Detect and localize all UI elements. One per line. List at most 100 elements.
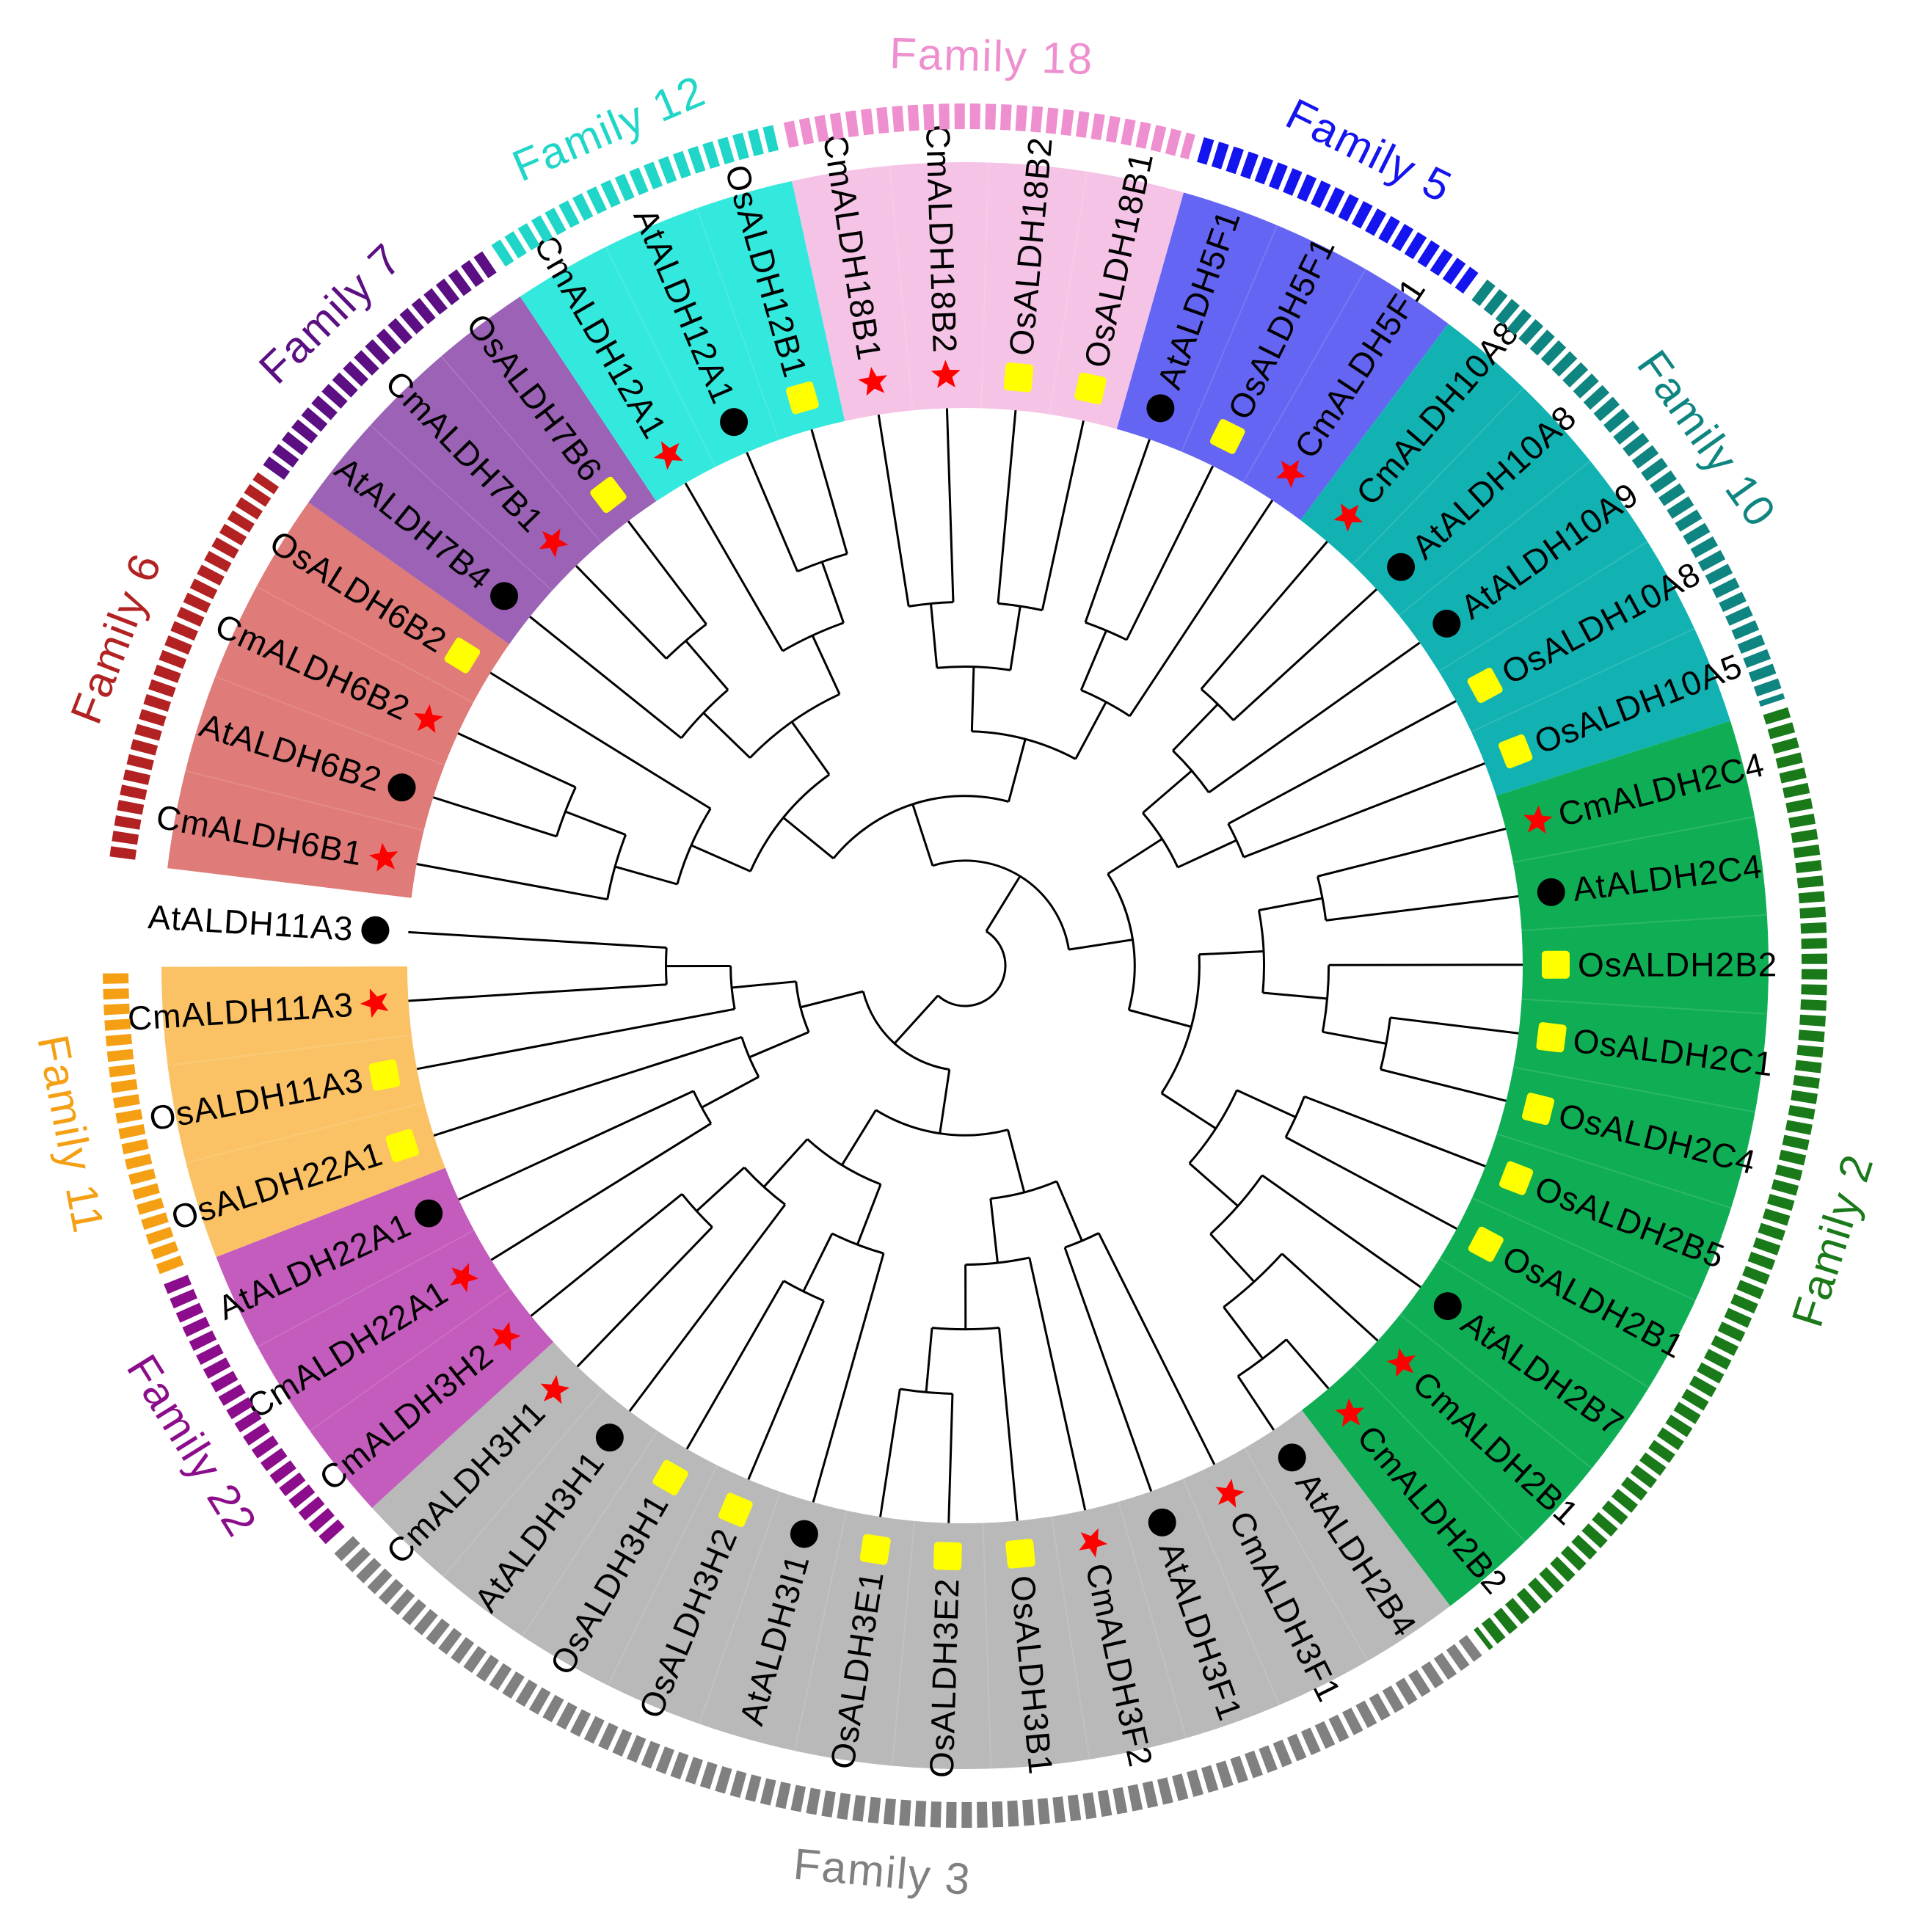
- branch: [841, 1109, 877, 1166]
- branch: [877, 414, 910, 607]
- branch: [701, 1076, 760, 1109]
- family-ring: [109, 472, 280, 860]
- family-ring: [1197, 137, 1480, 295]
- family-label: Family 11: [28, 1031, 114, 1237]
- family-ring: [491, 124, 781, 267]
- branch: [1107, 838, 1163, 875]
- branch-arc: [972, 730, 1077, 760]
- branch: [997, 409, 1017, 604]
- branch: [1232, 588, 1377, 721]
- species-marker: [1333, 503, 1363, 532]
- branch: [1079, 630, 1107, 691]
- branch: [1097, 1232, 1216, 1465]
- sector-divider: [369, 424, 553, 591]
- family-sector: [1301, 721, 1769, 1606]
- sector-divider: [256, 586, 474, 704]
- family-label: Family 18: [889, 29, 1094, 84]
- species-marker: [1278, 1443, 1306, 1472]
- family-sectors: [161, 161, 1769, 1770]
- sector-divider: [1471, 627, 1695, 733]
- branch: [685, 640, 729, 691]
- family-sector: [371, 1341, 1451, 1770]
- branch: [997, 1327, 1019, 1521]
- branch: [1161, 1092, 1217, 1130]
- branch: [628, 1203, 787, 1412]
- family-rings: [103, 103, 1827, 1828]
- sector-divider: [1242, 269, 1366, 483]
- branch: [1142, 770, 1193, 814]
- branch: [1281, 1253, 1379, 1342]
- branch: [702, 712, 751, 759]
- family-sector: [167, 502, 510, 898]
- family-label: Family 22: [117, 1346, 267, 1546]
- branch: [810, 429, 848, 555]
- family-ring: [1474, 707, 1827, 1650]
- branch: [416, 1007, 735, 1071]
- family-label: Family 3: [792, 1840, 974, 1905]
- sector-divider: [1438, 541, 1648, 672]
- branch: [911, 803, 934, 867]
- branch: [930, 603, 939, 668]
- species-marker: [1522, 1093, 1554, 1126]
- branch: [685, 1280, 785, 1450]
- branch: [790, 721, 831, 776]
- branch: [1259, 897, 1323, 911]
- sector-divider: [889, 165, 914, 411]
- species-marker: [790, 1520, 818, 1548]
- branch: [1390, 1016, 1519, 1035]
- branch: [939, 1069, 951, 1134]
- species-marker: [1148, 1508, 1176, 1537]
- sector-divider: [1244, 1448, 1369, 1661]
- branch: [1380, 1068, 1507, 1102]
- branch: [1074, 701, 1107, 760]
- species-marker: [786, 381, 819, 415]
- branch: [416, 863, 608, 901]
- species-marker: [414, 704, 443, 733]
- species-marker: [1433, 1292, 1462, 1321]
- branch: [970, 666, 975, 732]
- sector-divider: [1521, 998, 1768, 1015]
- branch: [684, 482, 784, 652]
- species-marker: [1215, 1479, 1245, 1508]
- sector-divider: [1512, 816, 1755, 864]
- branch: [749, 1031, 809, 1059]
- branch: [1041, 420, 1085, 611]
- branch: [1236, 1089, 1297, 1118]
- species-marker: [450, 1263, 479, 1293]
- branch: [530, 1193, 683, 1317]
- species-marker: [1209, 419, 1245, 454]
- branch: [458, 1090, 694, 1201]
- species-marker: [385, 1129, 419, 1162]
- species-marker: [361, 916, 390, 944]
- branch: [1209, 1233, 1256, 1283]
- family-sector: [1300, 324, 1730, 796]
- species-marker: [595, 1424, 624, 1452]
- sector-divider: [1521, 914, 1767, 932]
- branch: [1325, 894, 1519, 922]
- branch: [782, 817, 834, 860]
- branch: [1228, 700, 1457, 825]
- sector-divider: [1049, 171, 1088, 415]
- sector-divider: [891, 1520, 916, 1766]
- branch: [1084, 439, 1151, 623]
- species-marker: [368, 1059, 401, 1091]
- species-marker: [653, 441, 683, 470]
- species-marker: [1003, 362, 1034, 393]
- branch: [947, 1393, 954, 1523]
- species-marker: [1335, 1398, 1365, 1427]
- branch: [1128, 1008, 1192, 1028]
- branch: [1208, 641, 1421, 794]
- branch: [576, 1226, 713, 1368]
- species-marker: [360, 988, 389, 1018]
- leaf-label: OsALDH3E2: [922, 1578, 966, 1779]
- species-marker: [1386, 1347, 1416, 1377]
- branch: [1177, 839, 1237, 869]
- branch: [696, 1166, 746, 1212]
- species-marker: [490, 582, 519, 610]
- branch: [945, 408, 955, 602]
- sector-divider: [309, 1288, 511, 1432]
- branch: [1129, 499, 1274, 717]
- branch: [1303, 1095, 1486, 1167]
- sector-divider: [1352, 387, 1524, 566]
